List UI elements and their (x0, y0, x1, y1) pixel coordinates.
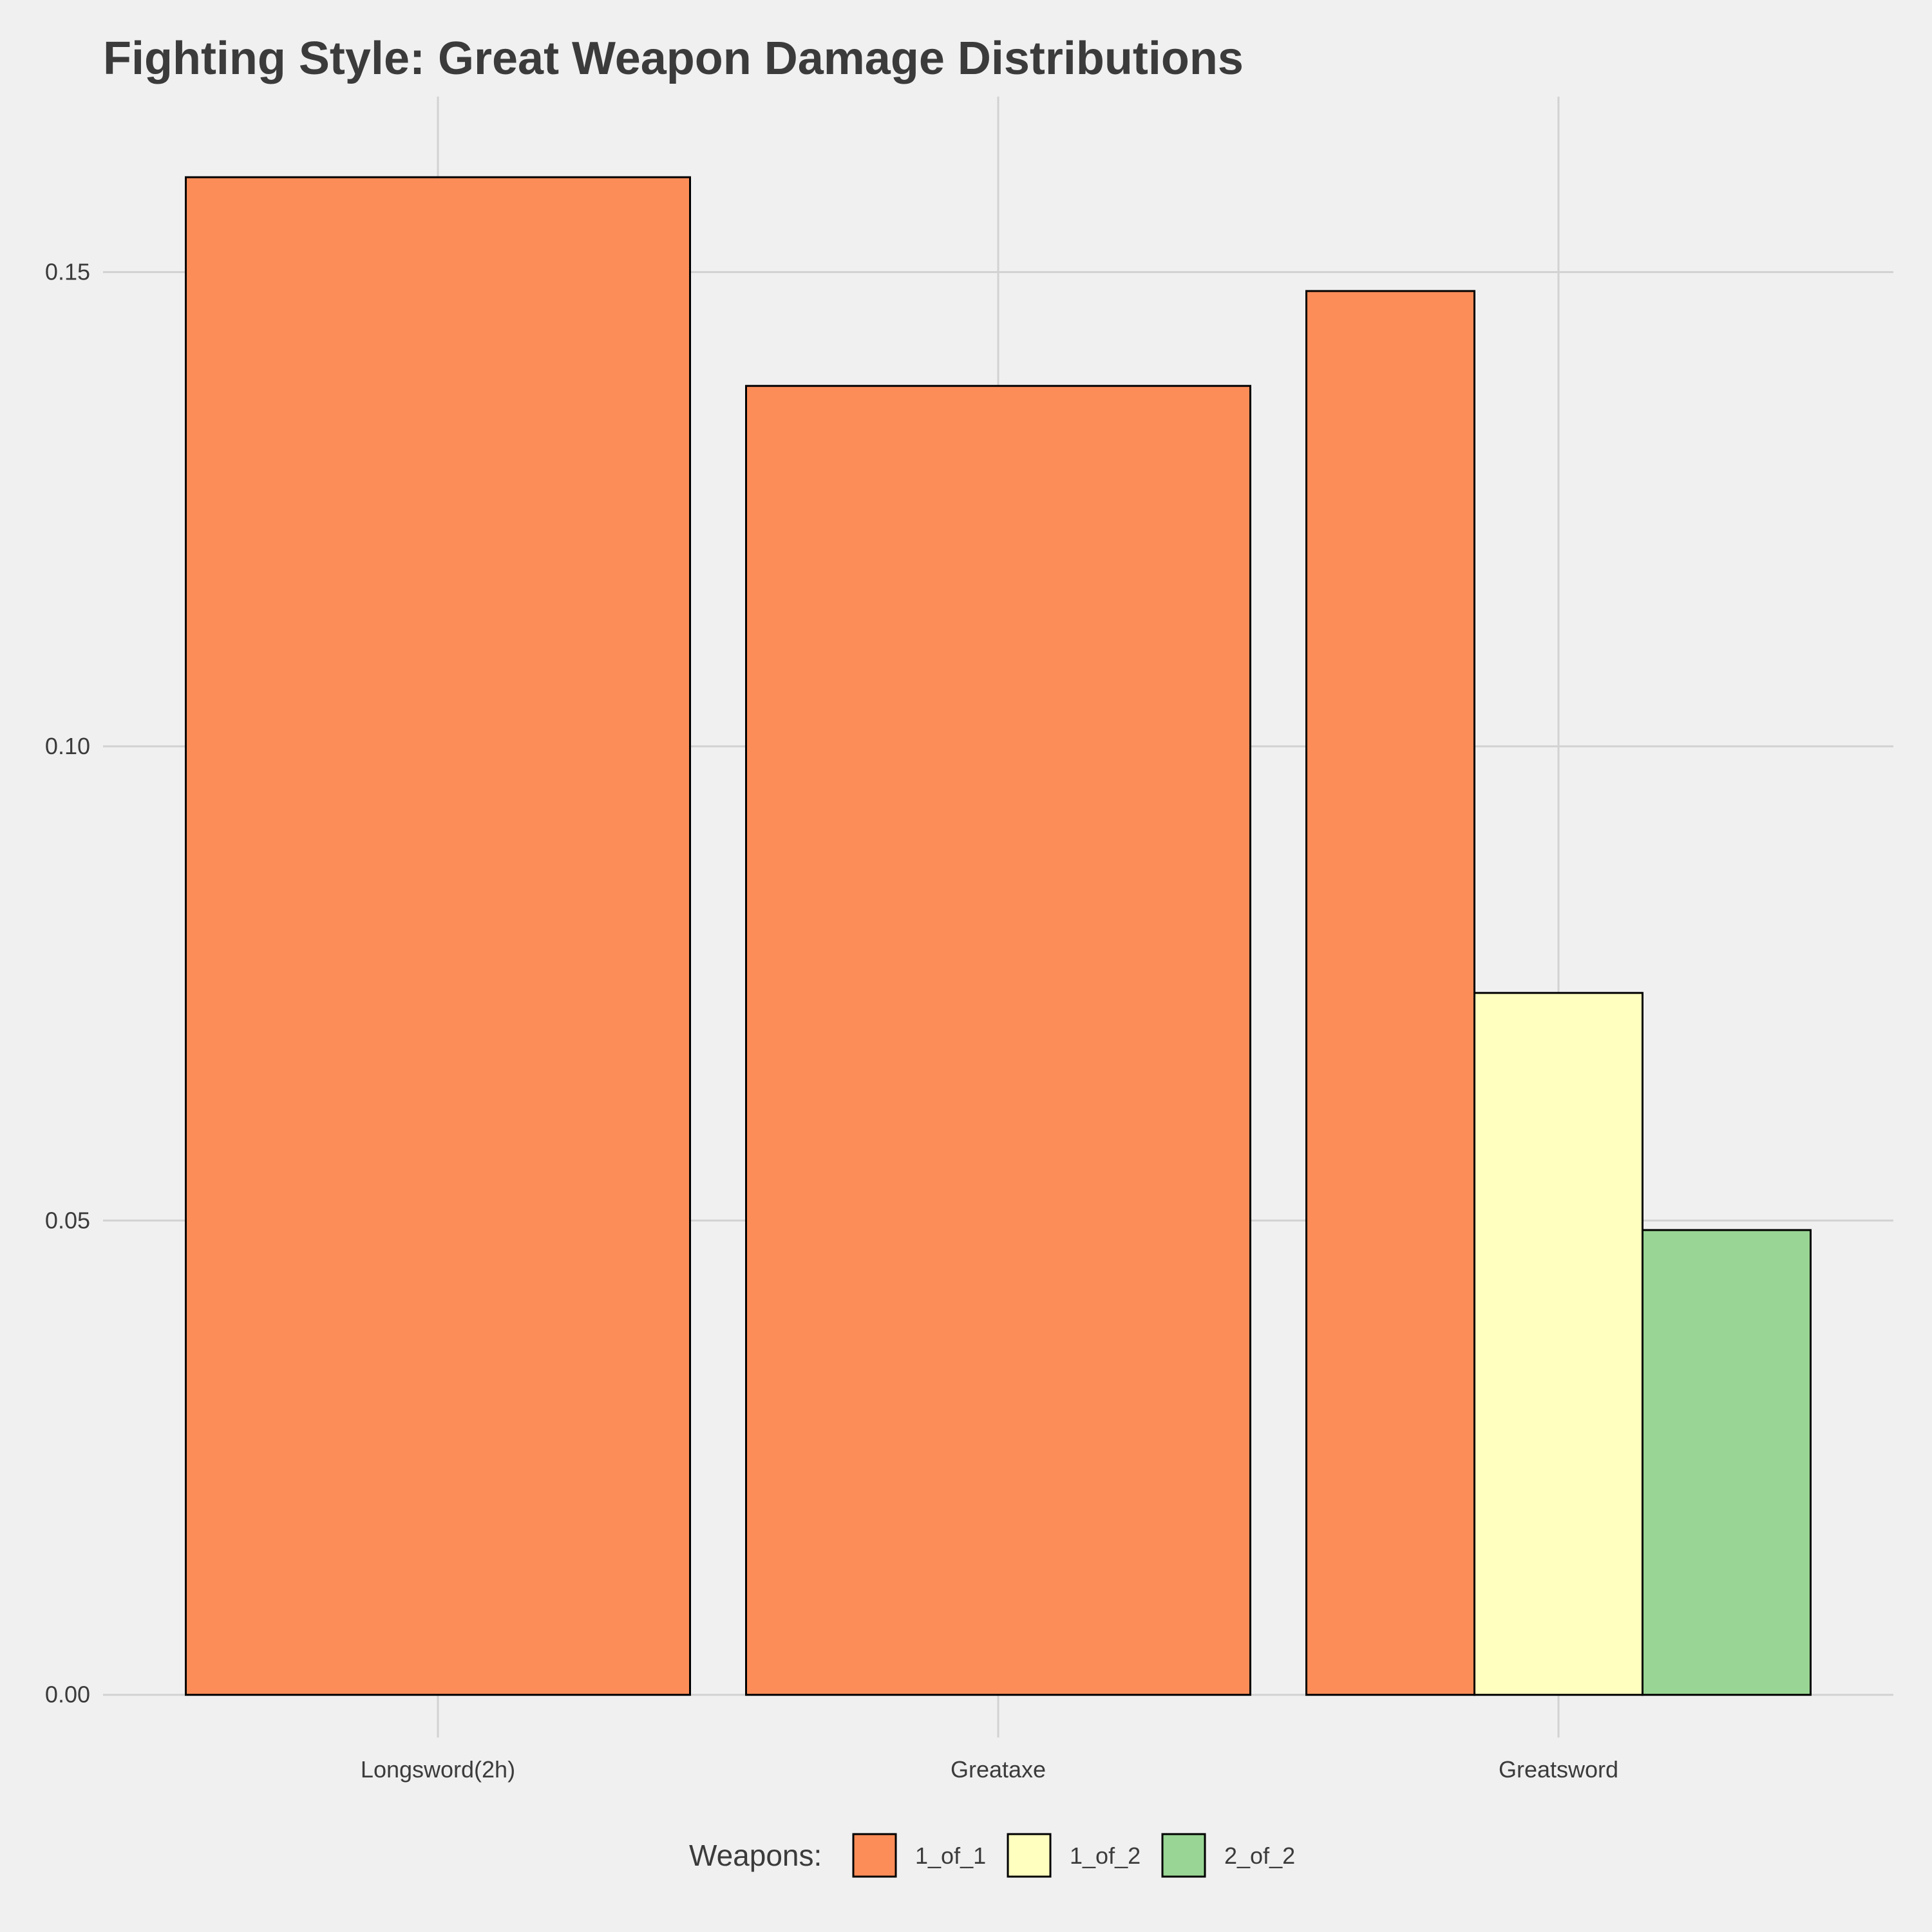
legend-key (1007, 1833, 1052, 1878)
legend-key (1161, 1833, 1206, 1878)
y-tick-label: 0.10 (45, 733, 90, 759)
legend: Weapons: 1_of_1 1_of_2 2_of_2 (689, 1833, 1295, 1878)
chart-title: Fighting Style: Great Weapon Damage Dist… (103, 33, 1244, 84)
bar (1473, 992, 1643, 1696)
legend-label: 1_of_1 (915, 1842, 986, 1869)
bar (1642, 1229, 1812, 1696)
y-tick-label: 0.15 (45, 258, 90, 285)
x-tick-label: Greataxe (951, 1756, 1046, 1783)
legend-title: Weapons: (689, 1839, 822, 1872)
x-axis: Longsword(2h) Greataxe Greatsword (361, 1756, 1618, 1783)
x-tick-label: Greatsword (1499, 1756, 1618, 1783)
bar (745, 384, 1251, 1696)
legend-label: 2_of_2 (1224, 1842, 1295, 1869)
bars-layer (185, 176, 1812, 1696)
legend-key (852, 1833, 897, 1878)
y-axis: 0.00 0.05 0.10 0.15 (45, 258, 90, 1707)
legend-label: 1_of_2 (1070, 1842, 1141, 1869)
bar (1305, 290, 1475, 1696)
y-tick-label: 0.00 (45, 1681, 90, 1708)
y-tick-label: 0.05 (45, 1207, 90, 1233)
x-tick-label: Longsword(2h) (361, 1756, 515, 1783)
bar (185, 176, 691, 1696)
